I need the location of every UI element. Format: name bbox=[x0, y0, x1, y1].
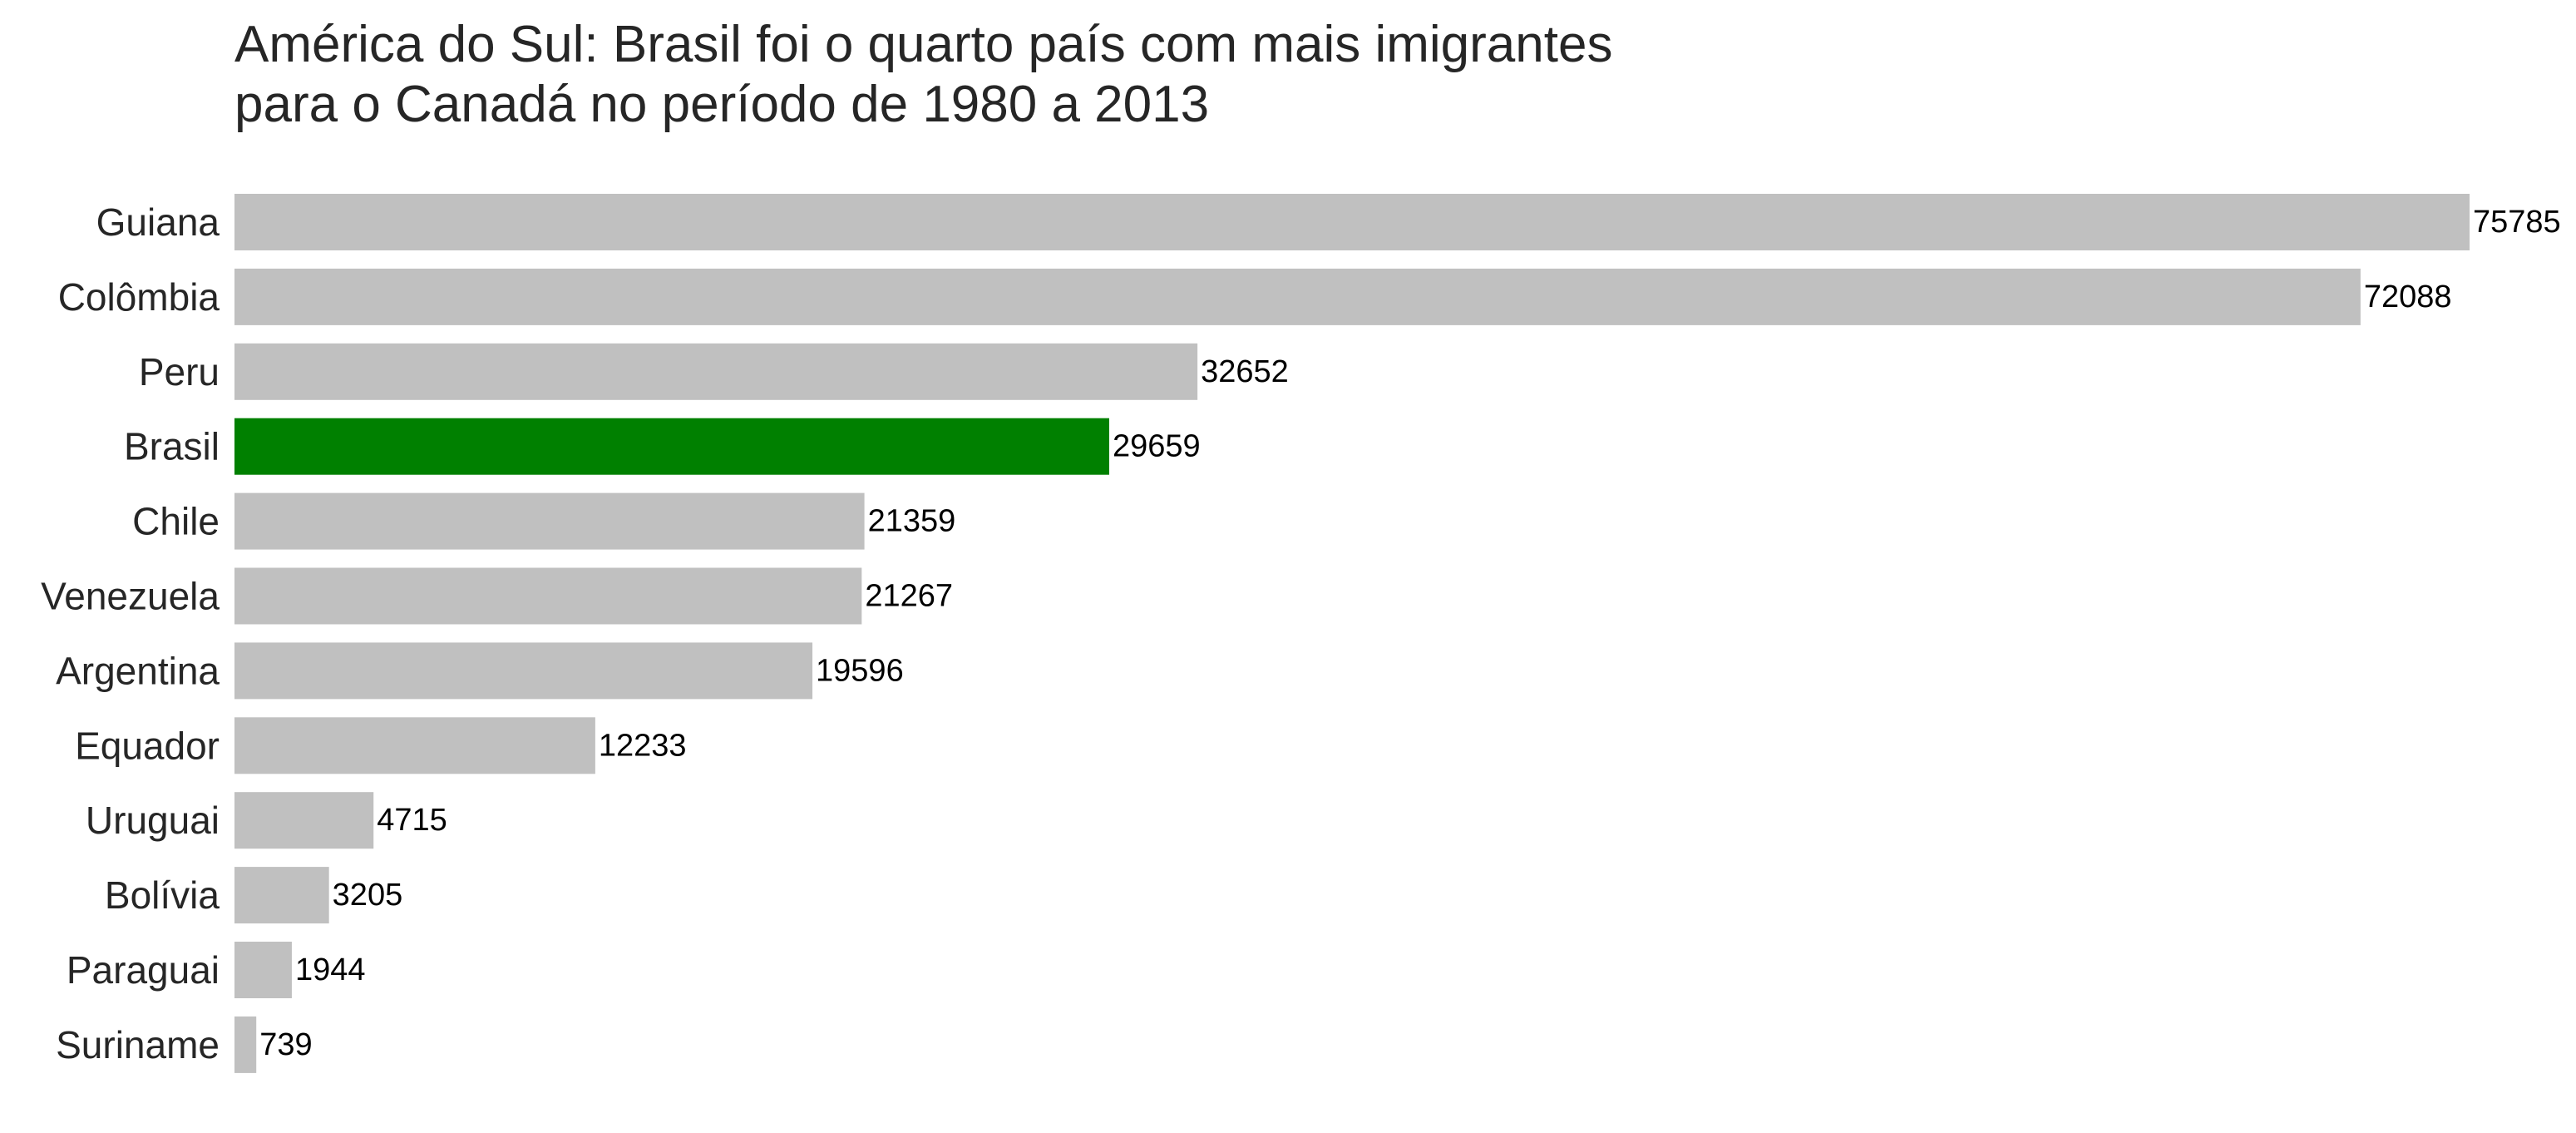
bar-suriname bbox=[234, 1016, 257, 1073]
value-label-paraguai: 1944 bbox=[295, 952, 366, 987]
category-label-equador: Equador bbox=[75, 724, 220, 767]
value-label-bolivia: 3205 bbox=[333, 878, 403, 913]
bar-chile bbox=[234, 492, 865, 550]
category-label-colombia: Colômbia bbox=[58, 275, 220, 319]
bar-paraguai bbox=[234, 942, 292, 998]
value-label-chile: 21359 bbox=[868, 504, 956, 539]
value-label-brasil: 29659 bbox=[1113, 429, 1201, 464]
category-label-peru: Peru bbox=[139, 350, 220, 393]
value-label-argentina: 19596 bbox=[816, 653, 904, 688]
category-label-suriname: Suriname bbox=[56, 1023, 220, 1066]
value-label-colombia: 72088 bbox=[2364, 280, 2452, 314]
bar-bolivia bbox=[234, 867, 329, 924]
category-label-bolivia: Bolívia bbox=[105, 873, 220, 917]
bar-peru bbox=[234, 343, 1198, 400]
category-labels-layer: Guiana Colômbia Peru Brasil Chile Venezuela Ar… bbox=[41, 200, 220, 1066]
category-label-argentina: Argentina bbox=[56, 649, 220, 692]
value-label-suriname: 739 bbox=[259, 1027, 312, 1062]
bar-argentina bbox=[234, 642, 813, 700]
bars-layer bbox=[234, 194, 2470, 1073]
category-label-uruguai: Uruguai bbox=[86, 799, 220, 842]
bar-colombia bbox=[234, 268, 2361, 325]
category-label-paraguai: Paraguai bbox=[67, 948, 220, 992]
value-labels-layer: 75785 72088 32652 29659 21359 21267 19596 12233… bbox=[259, 205, 2560, 1062]
bar-brasil bbox=[234, 418, 1109, 475]
bar-venezuela bbox=[234, 567, 862, 625]
category-label-guiana: Guiana bbox=[96, 200, 220, 244]
category-label-venezuela: Venezuela bbox=[41, 575, 220, 618]
value-label-equador: 12233 bbox=[599, 728, 687, 763]
value-label-uruguai: 4715 bbox=[377, 803, 447, 838]
value-label-peru: 32652 bbox=[1201, 354, 1289, 389]
bar-guiana bbox=[234, 194, 2470, 250]
bar-uruguai bbox=[234, 792, 374, 849]
chart-title: América do Sul: Brasil foi o quarto país… bbox=[234, 16, 1613, 133]
category-label-chile: Chile bbox=[132, 500, 220, 543]
value-label-guiana: 75785 bbox=[2473, 205, 2561, 240]
category-label-brasil: Brasil bbox=[124, 425, 220, 468]
value-label-venezuela: 21267 bbox=[865, 579, 953, 614]
bar-equador bbox=[234, 717, 595, 774]
